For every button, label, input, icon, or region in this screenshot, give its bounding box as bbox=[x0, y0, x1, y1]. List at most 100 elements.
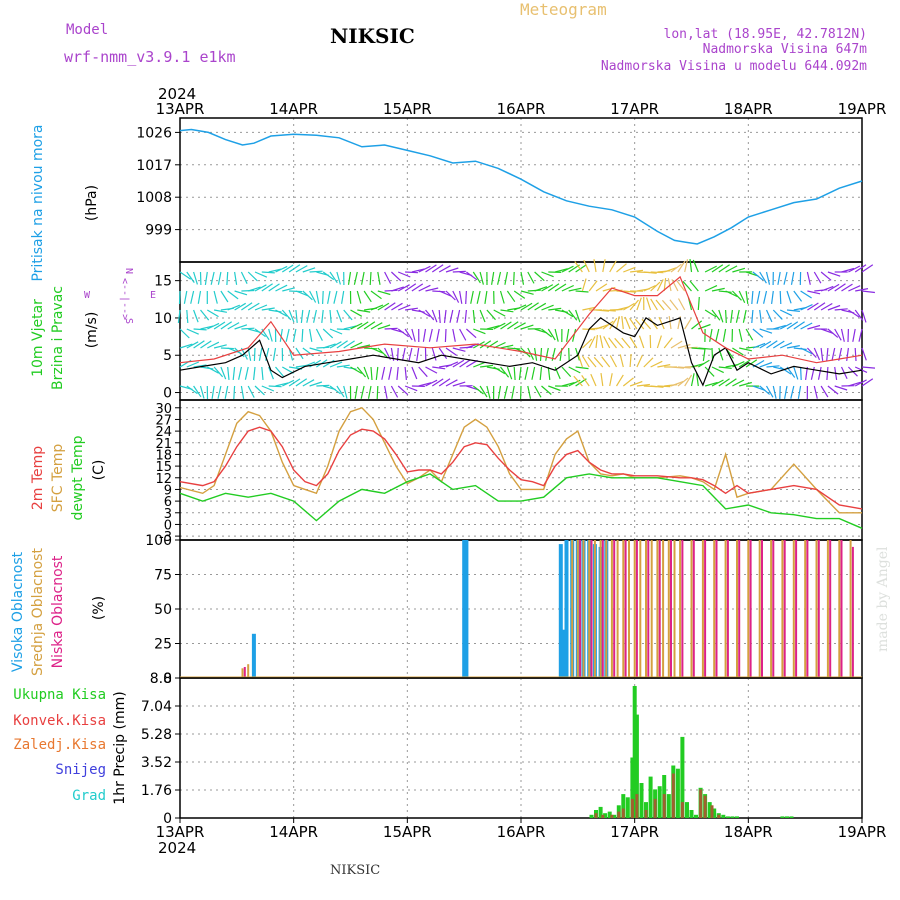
wind-arrow bbox=[656, 335, 662, 349]
precip-legend-frozen: Zaledj.Kisa bbox=[13, 737, 106, 753]
wind-arrow bbox=[623, 290, 637, 293]
wind-arrow bbox=[220, 321, 233, 330]
wind-arrow bbox=[527, 289, 541, 292]
wind-arrow bbox=[587, 356, 597, 368]
wind-arrow bbox=[524, 366, 529, 380]
wind-arrow bbox=[391, 302, 403, 311]
wind-arrow bbox=[370, 290, 382, 300]
temp2m-line bbox=[179, 426, 863, 510]
wind-arrow bbox=[766, 340, 778, 349]
wind-arrow bbox=[370, 322, 383, 330]
wind-arrow bbox=[841, 267, 855, 273]
wind-arrow bbox=[745, 359, 758, 368]
pressure-unit: (hPa) bbox=[84, 185, 100, 221]
wind-arrow bbox=[772, 309, 783, 320]
wind-arrow bbox=[289, 290, 303, 293]
wind-arrow bbox=[670, 263, 682, 273]
wind-arrow bbox=[309, 290, 317, 303]
wind-arrow bbox=[464, 309, 467, 323]
wind-arrow bbox=[316, 384, 330, 387]
wind-arrow bbox=[658, 316, 665, 330]
wind-arrow bbox=[730, 309, 733, 323]
wind-arrow bbox=[691, 320, 703, 330]
total-precip-bar bbox=[621, 794, 626, 818]
y-tick-label: 9 bbox=[164, 483, 172, 498]
wind-arrow bbox=[254, 304, 268, 311]
wind-arrow bbox=[479, 271, 484, 285]
wind-label-1: 10m Vjetar bbox=[30, 299, 46, 377]
y-tick-label: 12 bbox=[155, 472, 172, 487]
wind-arrow bbox=[361, 271, 365, 285]
wind-arrow bbox=[295, 290, 309, 297]
wind-arrow bbox=[401, 347, 406, 361]
wind-arrow bbox=[261, 271, 275, 274]
compass-arrows: <--|--> bbox=[119, 278, 130, 320]
total-precip-bar bbox=[730, 816, 735, 818]
wind-arrow bbox=[602, 259, 606, 273]
wind-arrow bbox=[527, 302, 539, 311]
wind-arrow bbox=[854, 379, 867, 387]
high-cloud-bar bbox=[251, 633, 256, 678]
wind-arrow bbox=[350, 366, 363, 375]
wind-arrow bbox=[752, 271, 764, 281]
wind-arrow bbox=[629, 336, 638, 349]
wind-arrow bbox=[384, 385, 388, 399]
wind-arrow bbox=[650, 281, 661, 292]
wind-arrow bbox=[425, 379, 438, 387]
wind-arrow bbox=[425, 264, 437, 273]
conv-precip-bar bbox=[703, 795, 707, 818]
wind-arrow bbox=[253, 347, 256, 362]
wind-arrow bbox=[232, 366, 236, 380]
wind-arrow bbox=[725, 309, 727, 324]
wind-arrow bbox=[227, 322, 240, 330]
wind-arrow bbox=[772, 340, 785, 349]
low-cloud-bar bbox=[738, 540, 741, 678]
wind-arrow bbox=[623, 266, 636, 273]
wind-arrow bbox=[375, 366, 379, 380]
low-cloud-bar bbox=[761, 540, 763, 678]
wind-arrow bbox=[333, 290, 338, 304]
y-tick-label: 27 bbox=[155, 413, 172, 428]
wind-arrow bbox=[193, 309, 199, 323]
total-precip-bar bbox=[735, 816, 739, 818]
wind-arrow bbox=[807, 324, 821, 330]
wind-arrow bbox=[254, 385, 265, 396]
wind-arrow bbox=[534, 286, 548, 292]
wind-arrow bbox=[704, 309, 717, 318]
wind-arrow bbox=[220, 347, 234, 350]
wind-arrow bbox=[615, 316, 620, 330]
wind-arrow bbox=[684, 317, 693, 330]
y-tick-label: 18 bbox=[155, 448, 172, 463]
wind-arrow bbox=[609, 317, 618, 330]
wind-arrow bbox=[771, 290, 774, 304]
wind-arrow bbox=[575, 347, 580, 361]
wind-arrow bbox=[261, 307, 275, 311]
wind-arrow bbox=[800, 290, 812, 299]
wind-arrow bbox=[861, 378, 874, 387]
wind-arrow bbox=[646, 297, 652, 311]
wind-arrow bbox=[704, 265, 717, 273]
wind-arrow bbox=[541, 385, 552, 395]
compass-e: E bbox=[150, 290, 156, 301]
wind-gust-line bbox=[179, 275, 863, 364]
mid-cloud-bar bbox=[576, 540, 579, 678]
high-cloud-bar bbox=[558, 544, 563, 678]
wind-arrow bbox=[445, 267, 459, 273]
wind-arrow bbox=[432, 290, 446, 293]
bottom-day-label: 18APR bbox=[724, 823, 773, 841]
wind-arrow bbox=[459, 359, 471, 368]
wind-arrow bbox=[711, 264, 724, 273]
wind-arrow bbox=[445, 361, 459, 368]
mid-cloud-bar bbox=[673, 540, 676, 678]
wind-arrow bbox=[206, 309, 219, 318]
wind-arrow bbox=[322, 328, 334, 339]
model-name: wrf-nmm_v3.9.1 e1km bbox=[64, 48, 236, 66]
wind-arrow bbox=[669, 299, 679, 311]
precip-legend-total: Ukupna Kisa bbox=[13, 687, 106, 703]
wind-arrow bbox=[656, 279, 664, 292]
wind-arrow bbox=[452, 359, 465, 368]
wind-arrow bbox=[343, 385, 348, 399]
wind-arrow bbox=[275, 366, 285, 378]
wind-arrow bbox=[234, 324, 248, 330]
